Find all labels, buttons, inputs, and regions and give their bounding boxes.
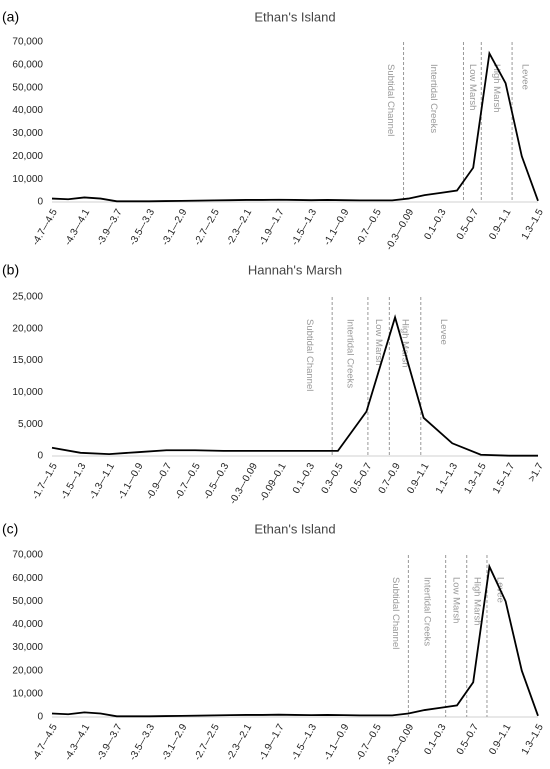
x-tick-label: -2.7–-2.5 (192, 722, 222, 763)
x-tick-label: -2.3–-2.1 (225, 207, 255, 248)
x-tick-label: -0.3–-0.09 (384, 207, 417, 252)
panel-label: (b) (2, 262, 19, 278)
y-tick-label: 25,000 (12, 292, 43, 303)
x-tick-label: 1.5–1.7 (491, 461, 517, 496)
chart-title: Ethan's Island (254, 521, 335, 536)
zone-label: Levee (438, 319, 449, 345)
x-tick-label: 0.1–0.3 (291, 461, 317, 496)
zone-label: Intertidal Creeks (345, 319, 356, 388)
panel-label: (a) (2, 9, 19, 25)
y-tick-label: 70,000 (12, 550, 43, 561)
y-tick-label: 20,000 (12, 665, 43, 676)
zone-label: High Marsh (491, 64, 502, 113)
zone-label: Intertidal Creeks (422, 577, 433, 646)
y-tick-label: 30,000 (12, 642, 43, 653)
x-tick-label: 0.9–1.1 (487, 207, 513, 242)
x-tick-label: -1.3–-1.1 (88, 461, 118, 502)
x-tick-label: -1.1–-0.9 (116, 461, 146, 502)
x-tick-label: -1.5–-1.3 (290, 207, 320, 248)
zone-label: Subtidal Channel (304, 319, 315, 391)
x-tick-label: -3.5–-3.3 (128, 207, 158, 248)
x-tick-label: 0.5–0.7 (455, 722, 481, 757)
x-tick-label: -3.1–-2.9 (160, 207, 190, 248)
zone-label: Low Marsh (467, 64, 478, 110)
y-tick-label: 40,000 (12, 619, 43, 630)
x-tick-label: -4.3–-4.1 (63, 207, 93, 248)
x-tick-label: -1.7–-1.5 (30, 461, 60, 502)
x-tick-label: -0.3–-0.09 (228, 461, 261, 506)
x-tick-label: 0.1–0.3 (422, 207, 448, 242)
y-tick-label: 0 (37, 712, 43, 723)
x-tick-label: -0.5–-0.3 (202, 461, 232, 502)
x-tick-label: -1.5–-1.3 (59, 461, 89, 502)
x-tick-label: -4.3–-4.1 (63, 722, 93, 763)
x-tick-label: 0.3–0.5 (320, 461, 346, 496)
x-tick-label: 0.1–0.3 (422, 722, 448, 757)
zone-label: High Marsh (400, 319, 411, 368)
x-tick-label: 1.3–1.5 (462, 461, 488, 496)
zone-label: Low Marsh (451, 577, 462, 623)
y-tick-label: 50,000 (12, 596, 43, 607)
x-tick-label: -2.3–-2.1 (225, 722, 255, 763)
x-tick-label: 0.5–0.7 (455, 207, 481, 242)
x-tick-label: 0.9–1.1 (405, 461, 431, 496)
y-tick-label: 60,000 (12, 59, 43, 70)
y-tick-label: 40,000 (12, 105, 43, 116)
zone-label: Subtidal Channel (385, 64, 396, 136)
x-tick-label: 1.3–1.5 (520, 722, 546, 757)
y-tick-label: 5,000 (18, 419, 43, 430)
y-tick-label: 20,000 (12, 323, 43, 334)
zone-label: High Marsh (471, 577, 482, 626)
data-line (51, 563, 539, 718)
chart-title: Hannah's Marsh (248, 262, 342, 277)
x-tick-label: 0.7–0.9 (377, 461, 403, 496)
y-tick-label: 10,000 (12, 387, 43, 398)
y-tick-label: 60,000 (12, 573, 43, 584)
y-tick-label: 0 (37, 451, 43, 462)
x-tick-label: >1.7 (526, 461, 546, 484)
x-tick-label: -3.9–-3.7 (95, 722, 125, 763)
y-tick-label: 10,000 (12, 688, 43, 699)
x-tick-label: -1.1–-0.9 (322, 722, 352, 763)
zone-label: Levee (520, 64, 531, 90)
x-tick-label: -1.1–-0.9 (322, 207, 352, 248)
x-tick-label: -3.1–-2.9 (160, 722, 190, 763)
y-tick-label: 10,000 (12, 174, 43, 185)
x-tick-label: -1.9–-1.7 (257, 722, 287, 763)
x-tick-label: 1.3–1.5 (520, 207, 546, 242)
y-tick-label: 50,000 (12, 82, 43, 93)
y-tick-label: 30,000 (12, 128, 43, 139)
x-tick-label: -0.9–-0.7 (145, 461, 175, 502)
x-tick-label: 0.9–1.1 (487, 722, 513, 757)
y-tick-label: 70,000 (12, 37, 43, 48)
zone-label: Intertidal Creeks (428, 64, 439, 133)
x-tick-label: -3.9–-3.7 (95, 207, 125, 248)
chart-title: Ethan's Island (254, 9, 335, 24)
x-tick-label: -1.9–-1.7 (257, 207, 287, 248)
x-tick-label: 1.1–1.3 (434, 461, 460, 496)
zone-label: Low Marsh (373, 319, 384, 365)
x-tick-label: 0.5–0.7 (348, 461, 374, 496)
data-line (51, 314, 538, 457)
x-tick-label: -0.7–-0.5 (354, 722, 384, 763)
panel-label: (c) (2, 521, 18, 537)
x-tick-label: -2.7–-2.5 (192, 207, 222, 248)
x-tick-label: -0.7–-0.5 (173, 461, 203, 502)
x-tick-label: -3.5–-3.3 (128, 722, 158, 763)
x-tick-label: -4.7–-4.5 (30, 207, 60, 248)
y-tick-label: 20,000 (12, 151, 43, 162)
zone-label: Subtidal Channel (390, 577, 401, 649)
data-line (51, 50, 539, 203)
x-tick-label: -0.09–0.1 (258, 461, 289, 503)
x-tick-label: -0.7–-0.5 (354, 207, 384, 248)
x-tick-label: -4.7–-4.5 (30, 722, 60, 763)
y-tick-label: 15,000 (12, 355, 43, 366)
x-tick-label: -1.5–-1.3 (290, 722, 320, 763)
y-tick-label: 0 (37, 197, 43, 208)
x-tick-label: -0.3–-0.09 (384, 722, 417, 767)
